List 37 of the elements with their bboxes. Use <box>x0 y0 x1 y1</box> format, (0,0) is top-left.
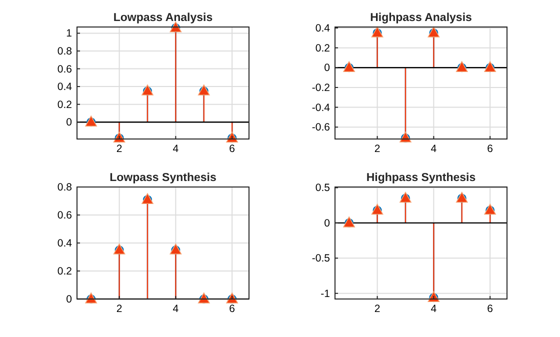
x-tick-label: 2 <box>116 303 122 315</box>
y-tick-label: 0.2 <box>57 98 72 111</box>
chart-title: Highpass Synthesis <box>366 172 476 184</box>
x-tick-label: 2 <box>116 143 122 155</box>
chart-title: Lowpass Analysis <box>113 12 213 24</box>
x-tick-label: 4 <box>430 303 437 315</box>
x-tick-label: 6 <box>487 143 494 155</box>
chart-title: Highpass Analysis <box>370 12 472 24</box>
y-tick-label: 0.6 <box>57 63 72 76</box>
y-tick-label: -1 <box>320 288 330 300</box>
y-tick-label: 0.4 <box>315 22 330 34</box>
y-tick-label: 0.5 <box>315 182 330 194</box>
x-tick-label: 4 <box>172 303 179 315</box>
x-tick-label: 6 <box>229 303 236 315</box>
x-tick-label: 4 <box>172 143 179 155</box>
y-tick-label: -0.5 <box>312 252 330 265</box>
y-tick-label: 0.4 <box>57 238 72 250</box>
x-tick-label: 2 <box>374 143 380 155</box>
y-tick-label: 0.4 <box>57 81 72 94</box>
y-tick-label: 0.2 <box>57 266 72 278</box>
y-tick-label: -0.2 <box>312 82 330 94</box>
y-tick-label: 0.8 <box>57 182 72 194</box>
x-tick-label: 6 <box>229 143 236 155</box>
y-tick-label: 0 <box>66 116 72 129</box>
chart-title: Lowpass Synthesis <box>110 172 216 184</box>
y-tick-label: 0 <box>324 217 330 230</box>
x-tick-label: 6 <box>487 303 494 315</box>
x-tick-label: 4 <box>430 143 437 155</box>
y-tick-label: -0.6 <box>312 122 330 134</box>
y-tick-label: 0.2 <box>315 42 330 54</box>
y-tick-label: -0.4 <box>312 102 330 114</box>
y-tick-label: 0.6 <box>57 210 72 222</box>
x-tick-label: 2 <box>374 303 380 315</box>
y-tick-label: 0.8 <box>57 46 72 58</box>
y-tick-label: 1 <box>66 28 72 40</box>
y-tick-label: 0 <box>66 294 72 306</box>
y-tick-label: 0 <box>324 62 330 74</box>
